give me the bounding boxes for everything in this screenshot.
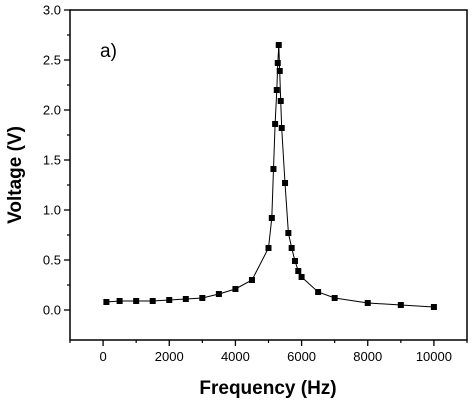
y-tick-label: 0.5 — [43, 253, 61, 268]
x-tick-label: 10000 — [416, 349, 452, 364]
data-point — [276, 68, 283, 74]
data-point — [331, 295, 338, 301]
data-point — [166, 297, 173, 303]
data-point — [133, 298, 140, 304]
data-point — [298, 274, 305, 280]
data-point — [272, 121, 279, 127]
data-point — [282, 180, 289, 186]
data-point — [275, 42, 282, 48]
data-point — [116, 298, 123, 304]
data-point — [277, 98, 284, 104]
axis-tick-labels: 0 2000 4000 6000 8000 10000 0.0 0.5 1.0 1.5 2.0 2.5… — [43, 3, 452, 365]
data-point — [268, 215, 275, 221]
data-point — [199, 295, 206, 301]
data-point — [291, 258, 298, 264]
data-point — [288, 245, 295, 251]
data-point — [273, 87, 280, 93]
series-line — [106, 44, 434, 308]
y-tick-label: 3.0 — [43, 3, 61, 18]
data-point — [274, 60, 281, 66]
x-tick-label: 2000 — [155, 349, 184, 364]
data-point — [278, 125, 285, 131]
data-point — [182, 296, 189, 302]
x-tick-label: 4000 — [221, 349, 250, 364]
data-point — [232, 286, 239, 292]
data-point — [215, 291, 222, 297]
data-point — [364, 300, 371, 306]
data-point — [295, 268, 302, 274]
data-point — [315, 289, 322, 295]
data-point — [285, 230, 292, 236]
data-point — [103, 299, 110, 305]
plot-frame — [69, 9, 468, 341]
y-tick-label: 2.0 — [43, 103, 61, 118]
y-tick-label: 1.5 — [43, 153, 61, 168]
y-tick-label: 2.5 — [43, 53, 61, 68]
data-point — [265, 245, 272, 251]
data-point — [397, 302, 404, 308]
x-axis-title: Frequency (Hz) — [199, 378, 336, 399]
series-markers — [103, 42, 437, 310]
y-axis-title: Voltage (V) — [5, 126, 26, 224]
y-tick-label: 1.0 — [43, 203, 61, 218]
plot-area: 0 2000 4000 6000 8000 10000 0.0 0.5 1.0 1.5 2.0 2.5… — [43, 3, 468, 365]
data-point — [270, 166, 277, 172]
data-point — [248, 277, 255, 283]
data-point — [149, 298, 156, 304]
data-point — [430, 304, 437, 310]
x-tick-label: 6000 — [287, 349, 316, 364]
x-tick-label: 0 — [99, 349, 106, 364]
x-tick-label: 8000 — [353, 349, 382, 364]
axis-ticks — [64, 9, 468, 346]
panel-label: a) — [100, 41, 117, 62]
y-tick-label: 0.0 — [43, 303, 61, 318]
